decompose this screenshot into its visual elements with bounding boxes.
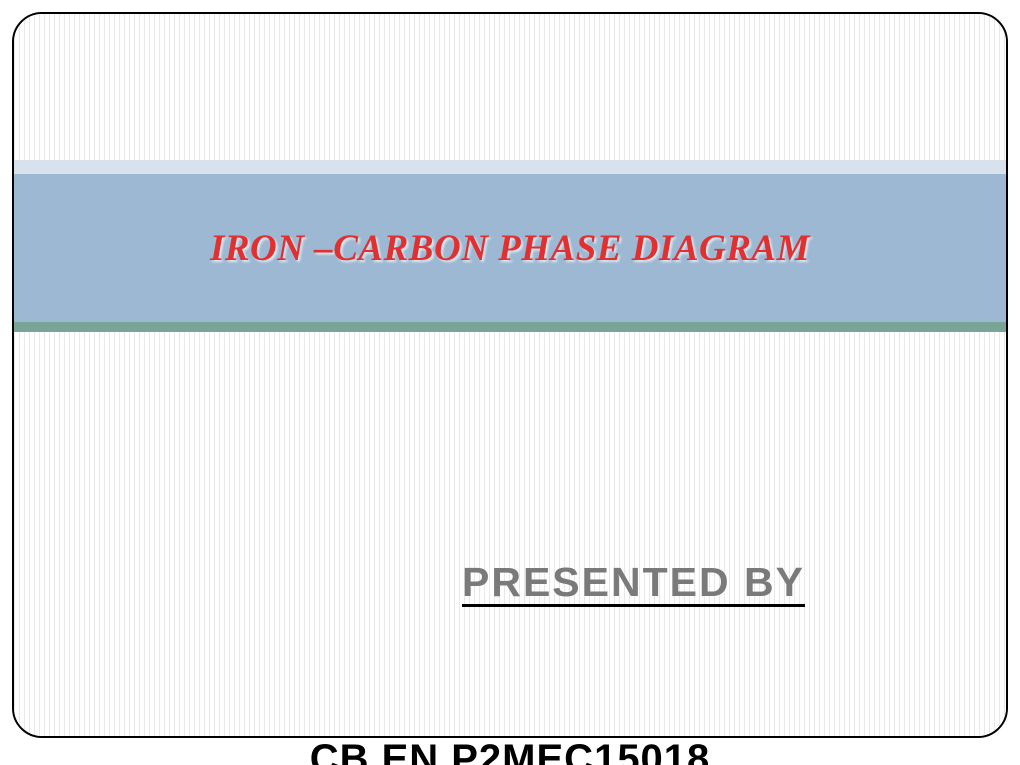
slide-frame: IRON –CARBON PHASE DIAGRAM PRESENTED BY (12, 12, 1008, 738)
title-band: IRON –CARBON PHASE DIAGRAM (14, 174, 1006, 322)
top-accent-bar (14, 160, 1006, 174)
author-id: CB.EN.P2MEC15018 (0, 737, 1020, 765)
presented-by-label: PRESENTED BY (462, 559, 805, 606)
bottom-accent-bar (14, 322, 1006, 332)
slide: IRON –CARBON PHASE DIAGRAM PRESENTED BY … (0, 0, 1020, 765)
slide-title: IRON –CARBON PHASE DIAGRAM (210, 227, 810, 270)
pinstripe-background (14, 14, 1006, 736)
